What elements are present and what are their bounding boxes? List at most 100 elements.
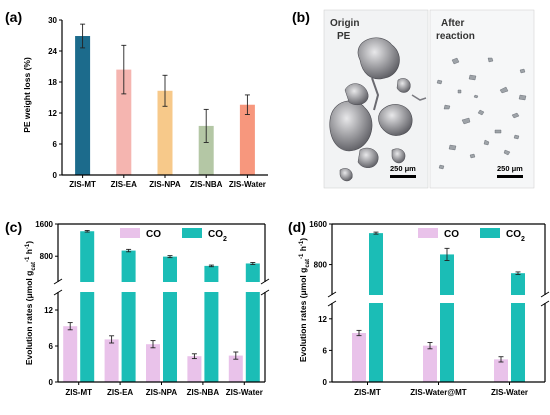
bar-co — [228, 355, 243, 382]
axis-break-mark — [540, 291, 550, 298]
axis-break-mark — [327, 300, 337, 307]
error-bar-co — [150, 340, 156, 349]
panel-label-a: (a) — [5, 9, 22, 25]
legend-label-co: CO — [146, 229, 161, 240]
x-tick-label-a: ZIS-NBA — [190, 180, 223, 189]
x-tick-label: ZIS-NBA — [187, 388, 220, 397]
axis-break-mark — [53, 289, 63, 296]
y-tick-label: 800 — [40, 252, 54, 261]
x-tick-label: ZIS-NPA — [146, 388, 178, 397]
error-bar-co — [427, 342, 433, 350]
axis-break-gap — [333, 295, 546, 303]
y-tick-label-a: 18 — [48, 78, 57, 87]
label-reaction: reaction — [436, 31, 475, 42]
x-tick-label: ZIS-Water — [226, 388, 263, 397]
bar-co2-lower — [204, 292, 219, 382]
bar-co — [352, 333, 366, 382]
x-tick-label-a: ZIS-NPA — [149, 180, 181, 189]
error-bar-co2 — [208, 264, 214, 268]
y-tick-label: 12 — [318, 315, 327, 324]
y-tick-label-a: 0 — [53, 171, 58, 180]
y-axis-title-c: Evolution rates (μmol gcat-1 h-1) — [24, 241, 37, 365]
bar-co2-upper — [369, 233, 383, 295]
error-bar-co2 — [515, 271, 521, 275]
error-bar-a — [203, 108, 209, 143]
bar-co2-upper — [204, 265, 219, 282]
bar-co2-upper — [440, 254, 454, 295]
axes — [327, 223, 550, 383]
panel-label-b: (b) — [292, 9, 310, 25]
y-tick-label-a: 12 — [48, 109, 57, 118]
x-tick-label: ZIS-MT — [65, 388, 92, 397]
axis-break-mark — [260, 289, 270, 296]
error-bar-a — [244, 94, 250, 116]
y-tick-label-a: 6 — [53, 140, 58, 149]
y-axis-title-d: Evolution rates (μmol gcat-1 h-1) — [298, 238, 311, 362]
y-tick-label: 6 — [49, 342, 54, 351]
error-bar-co — [498, 356, 504, 363]
bar-a — [157, 90, 173, 175]
legend-swatch-co2 — [182, 228, 202, 238]
legend-swatch-co — [418, 228, 438, 238]
error-bar-co2 — [444, 247, 450, 261]
y-tick-label-a: 30 — [48, 16, 57, 25]
error-bar-co2 — [126, 248, 132, 253]
bar-a — [198, 125, 214, 175]
y-tick-label: 800 — [314, 261, 328, 270]
error-bar-co — [191, 353, 197, 360]
axis-break-mark — [540, 300, 550, 307]
error-bar-co2 — [167, 255, 173, 259]
axis-break-gap — [59, 282, 266, 292]
legend-label-co2: CO2 — [208, 229, 227, 243]
bar-co2-upper — [121, 250, 136, 282]
x-tick-label: ZIS-Water@MT — [410, 388, 467, 397]
bar-co — [187, 356, 202, 382]
axis-break-mark — [327, 291, 337, 298]
y-tick-label-a: 24 — [48, 47, 57, 56]
bar-co2-upper — [80, 231, 95, 282]
photo-origin-pe — [323, 9, 429, 189]
legend: CO CO2 — [120, 228, 227, 243]
bar-a — [116, 69, 132, 175]
error-bar-a — [121, 44, 127, 95]
error-bar-co2 — [84, 229, 90, 233]
bar-co2-lower — [163, 292, 177, 382]
error-bar-co2 — [250, 262, 256, 265]
error-bar-co2 — [373, 231, 379, 235]
photo-after-reaction — [429, 9, 535, 189]
axis-break-mark — [260, 278, 270, 285]
y-tick-label: 0 — [49, 378, 54, 387]
x-tick-label: ZIS-Water — [491, 388, 528, 397]
y-tick-label: 1600 — [35, 220, 53, 229]
bar-co2-lower — [369, 303, 383, 382]
bar-co — [494, 359, 508, 382]
bar-a — [239, 104, 255, 175]
x-tick-label-a: ZIS-Water — [229, 180, 266, 189]
bar-co2-upper — [245, 263, 260, 282]
error-bar-co — [67, 322, 73, 331]
axis-break-mark — [53, 278, 63, 285]
x-tick-label: ZIS-MT — [354, 388, 381, 397]
bar-co2-upper — [511, 273, 525, 295]
bar-co2-lower — [440, 303, 454, 382]
bar-co2-lower — [121, 292, 136, 382]
y-axis-title-a: PE weight loss (%) — [22, 57, 32, 133]
panel-b: (b) Origin PE 250 μm — [292, 9, 535, 189]
scale-bar-label-left: 250 μm — [390, 164, 416, 173]
error-bar-co — [356, 329, 362, 337]
error-bar-co — [233, 351, 239, 360]
axes — [53, 223, 270, 383]
error-bar-a — [80, 23, 86, 49]
label-pe: PE — [337, 31, 351, 42]
y-tick-label: 1600 — [309, 220, 327, 229]
bar-co2-lower — [511, 303, 525, 382]
legend-label-co: CO — [444, 229, 459, 240]
legend-swatch-co2 — [480, 228, 500, 238]
x-tick-label-a: ZIS-EA — [111, 180, 137, 189]
scale-bar-label-right: 250 μm — [497, 164, 523, 173]
label-after: After — [441, 18, 464, 29]
bar-co2-lower — [245, 292, 260, 382]
x-tick-label: ZIS-EA — [107, 388, 133, 397]
bar-co — [63, 326, 78, 382]
